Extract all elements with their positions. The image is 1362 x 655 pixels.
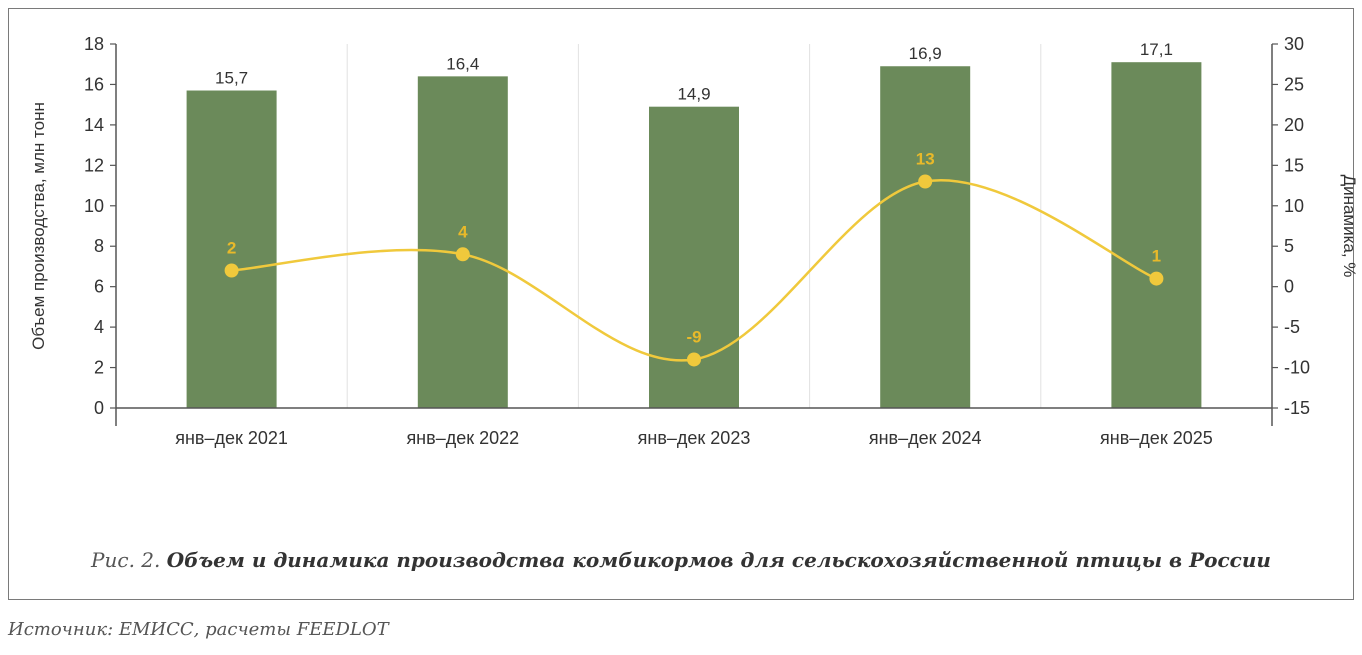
x-tick-label: янв–дек 2022 <box>406 428 519 448</box>
bar-value-label: 17,1 <box>1140 40 1173 59</box>
dynamics-value-label: 1 <box>1152 247 1161 266</box>
bar-value-label: 14,9 <box>677 85 710 104</box>
y2-tick-label: 30 <box>1284 34 1304 54</box>
y-tick-label: 6 <box>94 277 104 297</box>
y2-tick-label: -15 <box>1284 398 1310 418</box>
x-tick-label: янв–дек 2021 <box>175 428 288 448</box>
y-tick-label: 10 <box>84 196 104 216</box>
dynamics-point <box>687 352 701 367</box>
bar-value-label: 15,7 <box>215 69 248 88</box>
dynamics-point <box>1149 271 1164 286</box>
y-tick-label: 16 <box>84 74 104 94</box>
y-axis-title: Объем производства, млн тонн <box>29 102 48 350</box>
chart-area: 15,716,414,916,9 17,1024681012141618-15-1… <box>29 34 1359 448</box>
dynamics-value-label: 4 <box>458 222 468 241</box>
bar <box>880 66 971 408</box>
dynamics-point <box>224 263 239 278</box>
y2-tick-label: -10 <box>1284 358 1310 378</box>
y-tick-label: 0 <box>94 398 104 418</box>
x-tick-label: янв–дек 2024 <box>869 428 982 448</box>
dynamics-point <box>455 247 470 262</box>
y2-tick-label: 5 <box>1284 236 1294 256</box>
y2-tick-label: 25 <box>1284 74 1304 94</box>
bar <box>1111 62 1202 408</box>
y-tick-label: 12 <box>84 155 104 175</box>
dynamics-value-label: 13 <box>916 150 935 169</box>
bar-value-label: 16,9 <box>909 44 942 63</box>
y2-tick-label: 0 <box>1284 277 1294 297</box>
y2-tick-label: 20 <box>1284 115 1304 135</box>
bar-value-label: 16,4 <box>446 54 479 73</box>
y2-tick-label: 15 <box>1284 155 1304 175</box>
dynamics-point <box>918 174 933 189</box>
y-tick-label: 2 <box>94 358 104 378</box>
x-tick-label: янв–дек 2025 <box>1100 428 1213 448</box>
y2-axis-title: Динамика, % <box>1340 175 1359 278</box>
source-note: Источник: ЕМИСС, расчеты FEEDLOT <box>8 619 389 640</box>
y2-tick-label: 10 <box>1284 196 1304 216</box>
dynamics-value-label: 2 <box>227 238 236 257</box>
y-tick-label: 14 <box>84 115 104 135</box>
y-tick-label: 8 <box>94 236 104 256</box>
caption-title: Объем и динамика производства комбикормо… <box>166 548 1271 572</box>
y2-tick-label: -5 <box>1284 317 1300 337</box>
figure-caption: Рис. 2. Объем и динамика производства ко… <box>0 548 1362 572</box>
y-tick-label: 4 <box>94 317 104 337</box>
bar <box>417 76 508 408</box>
caption-prefix: Рис. 2. <box>91 548 161 572</box>
y-tick-label: 18 <box>84 34 104 54</box>
x-tick-label: янв–дек 2023 <box>638 428 751 448</box>
dynamics-value-label: -9 <box>686 327 701 346</box>
bar <box>186 90 277 408</box>
